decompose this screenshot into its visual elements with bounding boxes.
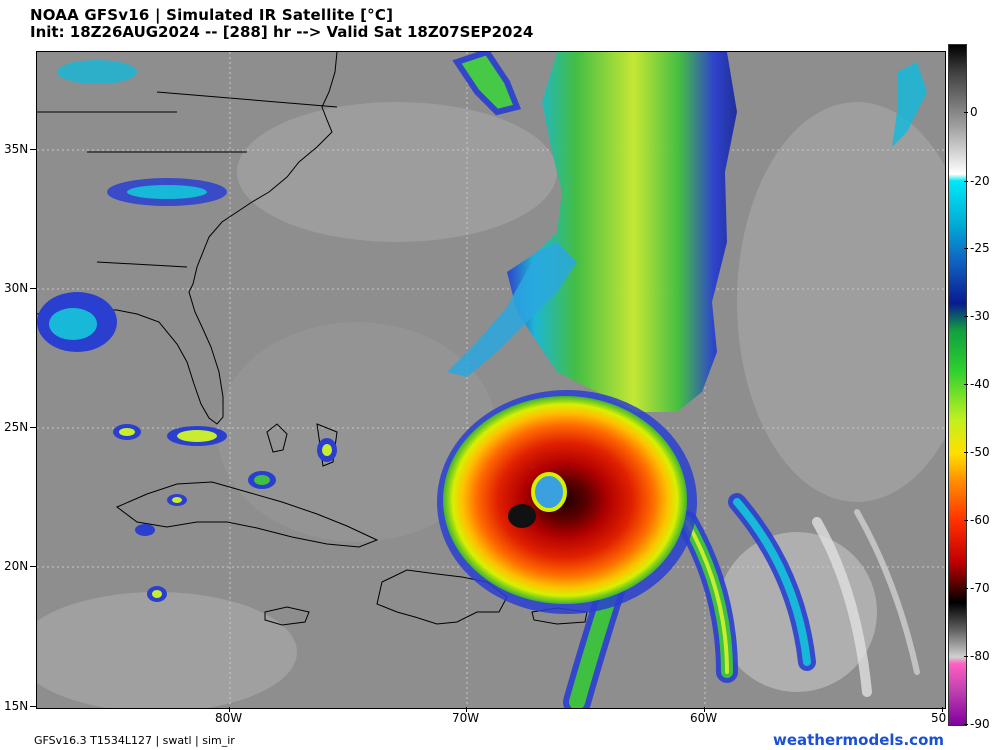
cloud-patch	[37, 592, 297, 708]
lat-label-30n: 30N	[4, 281, 29, 295]
colorbar-label-minus40: -40	[970, 377, 990, 391]
lat-label-20n: 20N	[4, 559, 29, 573]
lon-label-50w: 50	[931, 711, 947, 725]
colorbar-label-minus90: -90	[970, 717, 990, 731]
colorbar-label-minus70: -70	[970, 581, 990, 595]
cloud-patch	[217, 322, 497, 542]
site-watermark: weathermodels.com	[772, 731, 944, 749]
cloud-streak	[447, 242, 577, 377]
map-subtitle: Init: 18Z26AUG2024 -- [288] hr --> Valid…	[30, 23, 534, 41]
lat-label-15n: 15N	[4, 699, 29, 713]
hurricane-eye	[531, 472, 567, 512]
lon-label-80w: 80W	[215, 711, 243, 725]
temperature-colorbar	[948, 44, 967, 726]
colorbar-label-minus50: -50	[970, 445, 990, 459]
lat-label-35n: 35N	[4, 142, 29, 156]
cloud-patch	[237, 102, 557, 242]
cloud-patch	[737, 102, 945, 502]
lon-label-70w: 70W	[452, 711, 480, 725]
satellite-map	[36, 51, 946, 709]
lon-label-60w: 60W	[690, 711, 718, 725]
colorbar-label-0: 0	[970, 105, 978, 119]
lat-label-25n: 25N	[4, 420, 29, 434]
colorbar-label-minus20: -20	[970, 174, 990, 188]
colorbar-label-minus80: -80	[970, 649, 990, 663]
cold-cloud-top	[508, 504, 536, 528]
colorbar-label-minus25: -25	[970, 241, 990, 255]
cloud-band-north	[507, 52, 737, 412]
coastline	[37, 52, 338, 425]
colorbar-label-minus60: -60	[970, 513, 990, 527]
cloud-patch-far-ne	[892, 62, 927, 147]
map-title: NOAA GFSv16 | Simulated IR Satellite [°C…	[30, 6, 394, 24]
model-info: GFSv16.3 T1534L127 | swatl | sim_ir	[34, 734, 235, 747]
cloud-patch-ne	[452, 52, 522, 116]
convective-cells	[37, 60, 337, 602]
colorbar-label-minus30: -30	[970, 309, 990, 323]
